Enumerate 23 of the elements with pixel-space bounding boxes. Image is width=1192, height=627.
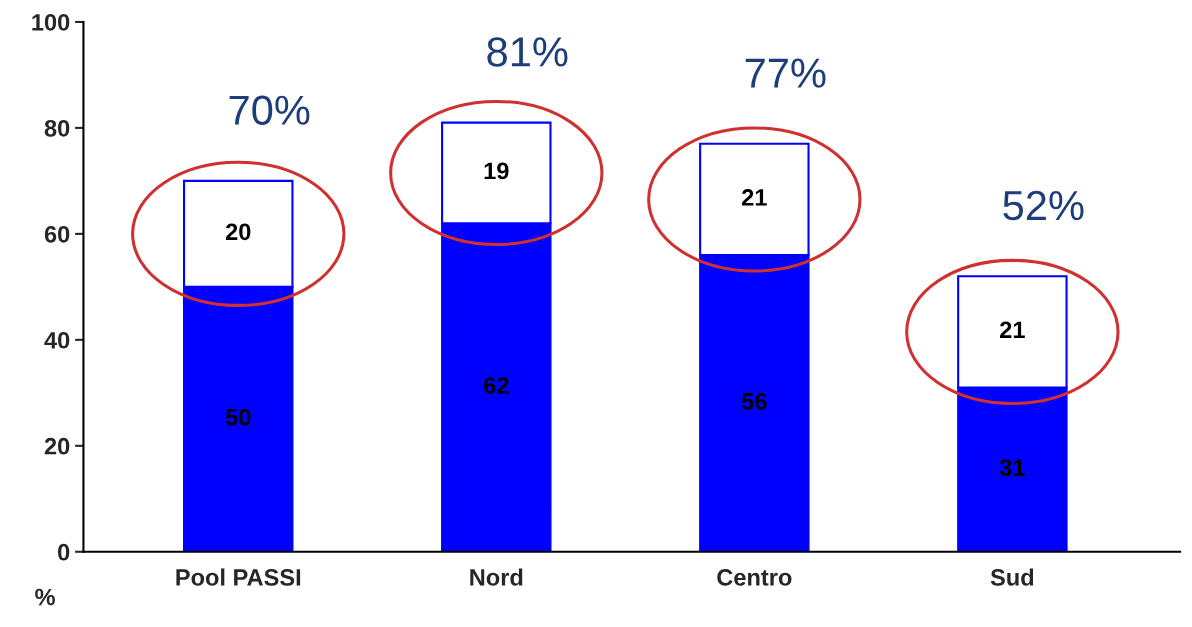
data-label: 21 (1000, 321, 1025, 338)
x-tick-label: Pool PASSI (176, 568, 301, 586)
data-label: 20 (225, 223, 251, 241)
total-label: 81% (487, 37, 568, 67)
y-tick-label: 60 (44, 225, 70, 243)
y-axis-title: % (35, 588, 55, 606)
data-label: 31 (999, 459, 1025, 477)
data-label: 56 (741, 393, 767, 410)
total-label: 70% (229, 95, 310, 125)
total-label: 52% (1003, 190, 1084, 221)
y-tick-label: 40 (44, 331, 70, 349)
y-tick-label: 100 (32, 14, 70, 31)
data-label: 21 (742, 189, 767, 206)
x-tick-label: Nord (470, 568, 523, 586)
y-tick-label: 80 (44, 119, 70, 137)
x-tick-label: Centro (717, 569, 792, 586)
y-tick-label: 20 (44, 437, 70, 455)
x-tick-label: Sud (990, 568, 1034, 586)
data-label: 19 (484, 162, 509, 180)
total-label: 77% (745, 58, 826, 88)
y-tick-label: 0 (58, 543, 70, 561)
data-label: 50 (225, 408, 251, 426)
data-label: 62 (484, 377, 509, 394)
